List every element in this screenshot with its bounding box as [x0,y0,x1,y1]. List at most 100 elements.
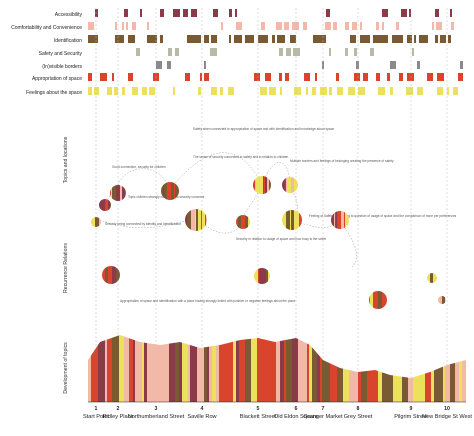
development-stripe [349,335,353,402]
topic-segment [160,9,164,17]
annotation-text: Security in relation to usage of space a… [236,237,326,241]
circle-stripe [110,185,111,201]
circle-stripe [112,185,116,201]
section-label-recurrence: Recurrence Relations [63,243,69,293]
circle-stripe [335,211,336,229]
development-stripe [378,335,382,402]
development-stripe [300,335,303,402]
topic-segment [261,22,265,30]
topic-circle [254,268,270,284]
development-stripe [330,335,337,402]
topic-segment [173,87,175,95]
topic-segment [128,35,135,43]
topic-segment [229,35,231,43]
development-stripe [197,335,204,402]
circle-stripe [373,291,377,309]
development-area [88,335,466,403]
row-label-borders: (In)visible borders [42,64,82,70]
circle-stripe [268,268,270,284]
topic-segment [279,48,283,56]
circle-stripe [238,215,240,229]
topic-circle [438,296,446,304]
development-stripe [214,335,216,402]
development-stripe [239,335,245,402]
topic-segment [348,87,355,95]
circle-stripe [175,182,179,200]
development-stripe [320,335,322,402]
topic-segment [329,87,332,95]
topic-segment [285,73,289,81]
circle-stripe [258,268,259,284]
topic-segment [409,9,411,17]
topic-segment [185,73,190,81]
topic-circle [282,177,298,193]
topic-segment [458,73,463,81]
topic-segment [304,73,310,81]
development-stripe [112,335,115,402]
topic-segment [370,48,374,56]
topic-segment [390,87,393,95]
topic-segment [124,9,128,17]
circle-stripe [206,209,207,231]
topic-segment [358,87,365,95]
circle-stripe [378,291,382,309]
section-label-topics: Topics and locations [63,136,69,183]
development-stripe [361,335,363,402]
topic-segment [210,48,217,56]
topic-segment [448,35,451,43]
topic-segment [132,87,138,95]
topic-segment [276,22,282,30]
circle-stripe [91,217,95,227]
circle-stripe [248,215,250,229]
development-stripe [175,335,179,402]
development-stripe [358,335,361,402]
topic-segment [345,22,349,30]
location-name: Blackett Street [240,414,277,420]
topic-segment [352,22,357,30]
circle-stripe [294,210,296,230]
topic-segment [213,9,218,17]
topic-segment [234,35,242,43]
circle-stripe [187,209,191,231]
circle-stripe [438,296,442,304]
topic-segment [107,87,112,95]
topic-segment [435,35,438,43]
topic-segment [260,87,267,95]
topic-segment [211,35,217,43]
development-stripe [91,335,98,402]
development-stripe [327,335,330,402]
development-stripe [190,335,197,402]
circle-stripe [254,176,255,194]
topic-segment [265,73,271,81]
circle-stripe [263,176,264,194]
development-stripe [367,335,371,402]
circle-stripe [105,199,108,211]
annotation-text: Security being connected by identity and… [105,222,181,226]
topic-segment [160,35,163,43]
circle-stripe [163,182,164,200]
circle-stripe [369,291,370,309]
development-stripe [233,335,236,402]
development-stripe [450,335,452,402]
topic-segment [290,35,296,43]
topic-segment [447,87,449,95]
annotation-text: The sense of security connected to safet… [193,155,289,159]
circle-stripe [284,177,285,193]
circle-stripe [185,209,187,231]
connection-arcs [99,152,357,269]
circle-stripe [195,209,196,231]
topic-segment [312,87,316,95]
development-stripes [88,335,466,402]
topic-segment [149,87,155,95]
development-stripe [133,335,135,402]
development-stripe [236,335,239,402]
circle-stripe [202,209,205,231]
development-stripe [135,335,142,402]
topic-segment [220,87,223,95]
development-stripe [188,335,190,402]
development-stripe [337,335,343,402]
topic-rows [88,9,463,95]
location-name: Grey Street [344,414,373,420]
